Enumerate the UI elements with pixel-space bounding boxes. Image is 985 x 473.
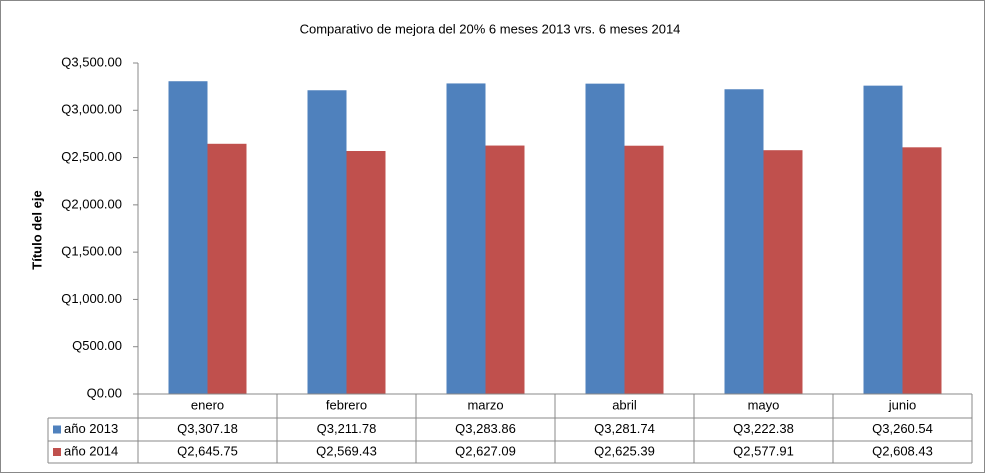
bar <box>724 89 764 395</box>
table-value: Q3,211.78 <box>317 421 377 436</box>
bar <box>168 81 208 394</box>
bar <box>624 145 664 394</box>
table-value: Q3,283.86 <box>455 421 516 436</box>
table-value: Q2,627.09 <box>455 443 516 458</box>
table-value: Q3,260.54 <box>872 421 933 436</box>
x-tick-label: febrero <box>326 397 367 412</box>
x-tick-label: marzo <box>467 397 503 412</box>
y-tick-label: Q2,000.00 <box>61 196 122 211</box>
y-tick-label: Q0.00 <box>87 385 122 400</box>
table-value: Q2,608.43 <box>872 443 933 458</box>
x-tick-label: junio <box>888 397 916 412</box>
y-axis-title: Título del eje <box>29 190 44 269</box>
bar <box>346 151 386 394</box>
bar <box>763 150 803 394</box>
table-value: Q3,222.38 <box>733 421 794 436</box>
x-tick-label: abril <box>612 397 637 412</box>
legend-label: año 2013 <box>64 421 118 436</box>
y-tick-label: Q3,000.00 <box>61 102 122 117</box>
bar <box>902 147 942 394</box>
table-value: Q2,577.91 <box>733 443 794 458</box>
x-tick-label: mayo <box>748 397 780 412</box>
x-tick-label: enero <box>191 397 224 412</box>
bar <box>446 83 486 394</box>
table-value: Q2,625.39 <box>594 443 655 458</box>
table-value: Q2,569.43 <box>316 443 377 458</box>
bar <box>585 83 625 394</box>
legend-key <box>53 425 61 434</box>
y-tick-label: Q1,000.00 <box>61 291 122 306</box>
y-tick-label: Q3,500.00 <box>61 54 122 69</box>
table-value: Q3,281.74 <box>594 421 655 436</box>
bar <box>207 143 247 394</box>
legend-label: año 2014 <box>64 443 118 458</box>
y-tick-label: Q1,500.00 <box>61 244 122 259</box>
table-value: Q2,645.75 <box>177 443 238 458</box>
chart-title: Comparativo de mejora del 20% 6 meses 20… <box>300 21 681 36</box>
y-tick-label: Q500.00 <box>72 338 122 353</box>
y-tick-label: Q2,500.00 <box>61 149 122 164</box>
legend-key <box>53 448 61 456</box>
table-value: Q3,307.18 <box>177 421 238 436</box>
bar <box>485 145 525 394</box>
bar <box>307 90 347 394</box>
bar <box>863 85 903 395</box>
